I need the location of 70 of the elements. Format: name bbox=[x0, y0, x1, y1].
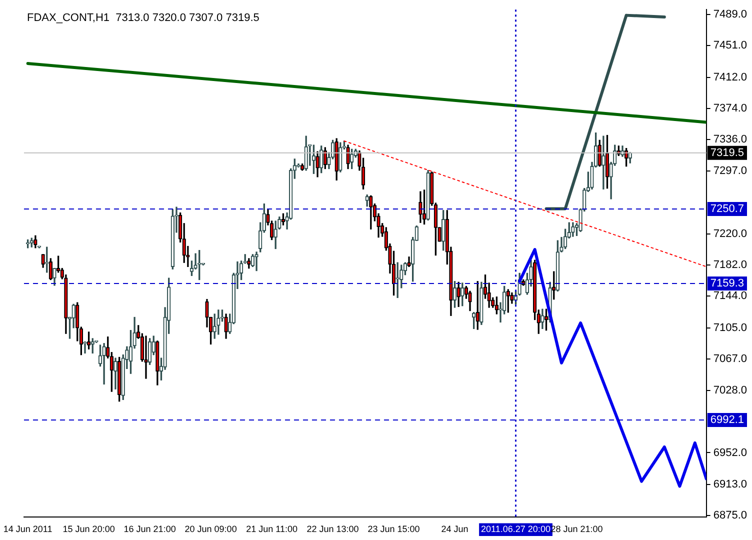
candlestick bbox=[117, 356, 122, 402]
candlestick bbox=[426, 170, 430, 220]
ref-line-label: 7250.7 bbox=[710, 203, 744, 215]
candlestick bbox=[369, 195, 373, 230]
candlestick bbox=[456, 282, 460, 307]
y-tick-label: 7105.0 bbox=[713, 322, 748, 334]
candlestick bbox=[247, 258, 251, 269]
candlestick bbox=[365, 194, 369, 207]
y-tick-label: 6952.0 bbox=[713, 446, 748, 459]
candlestick bbox=[346, 144, 350, 170]
candlestick bbox=[418, 191, 422, 223]
y-tick-label: 6875.0 bbox=[713, 510, 748, 522]
chart-title: FDAX_CONT,H1 7313.0 7320.0 7307.0 7319.5 bbox=[27, 12, 260, 24]
candlestick bbox=[544, 308, 548, 331]
x-tick-label: 23 Jun 15:00 bbox=[368, 524, 420, 534]
candlestick bbox=[148, 338, 152, 365]
y-tick-label: 7412.0 bbox=[713, 71, 748, 84]
y-tick-label: 7451.0 bbox=[713, 40, 748, 52]
ref-line-label: 7319.5 bbox=[710, 146, 744, 159]
candlestick bbox=[452, 281, 457, 308]
x-tick-label: 24 Jun bbox=[441, 524, 468, 534]
y-tick-label: 7182.0 bbox=[713, 259, 748, 272]
candlestick bbox=[37, 246, 42, 248]
y-tick-label: 7220.0 bbox=[713, 228, 748, 240]
x-tick-label: 15 Jun 20:00 bbox=[62, 524, 115, 534]
candlestick bbox=[300, 164, 304, 171]
candlestick bbox=[441, 210, 446, 251]
x-tick-label: 16 Jun 21:00 bbox=[124, 524, 176, 534]
y-tick-label: 6913.0 bbox=[713, 478, 748, 491]
x-tick-label: 14 Jun 2011 bbox=[3, 524, 52, 534]
candlestick bbox=[156, 340, 160, 386]
candlestick bbox=[72, 304, 76, 328]
ref-line-label: 6992.1 bbox=[710, 414, 744, 426]
ref-line-label: 7159.3 bbox=[710, 278, 744, 290]
candlestick bbox=[212, 314, 216, 339]
candlestick bbox=[86, 332, 91, 350]
candlestick bbox=[114, 358, 118, 390]
candlestick bbox=[407, 256, 411, 267]
candlestick bbox=[144, 336, 148, 379]
candlestick bbox=[224, 314, 228, 339]
candlestick bbox=[571, 222, 575, 237]
candlestick bbox=[102, 343, 106, 385]
candlestick bbox=[52, 268, 56, 286]
y-tick-label: 7336.0 bbox=[713, 133, 748, 146]
candlestick bbox=[296, 164, 300, 168]
x-tick-label: 2011.06.27 20:00 bbox=[481, 524, 550, 534]
candlestick bbox=[41, 254, 45, 268]
candlestick bbox=[30, 238, 34, 248]
x-tick-label: 20 Jun 09:00 bbox=[184, 524, 237, 534]
y-tick-label: 7144.0 bbox=[713, 290, 748, 302]
candlestick bbox=[460, 282, 464, 306]
candlestick bbox=[350, 148, 354, 170]
x-tick-label: 21 Jun 11:00 bbox=[246, 524, 298, 534]
candlestick bbox=[34, 235, 38, 248]
candlestick bbox=[250, 254, 255, 267]
candlestick bbox=[552, 271, 556, 300]
candlestick bbox=[602, 136, 606, 190]
candlestick bbox=[540, 308, 544, 330]
candlestick bbox=[316, 151, 320, 178]
y-tick-label: 7297.0 bbox=[713, 165, 748, 178]
candlestick bbox=[216, 310, 220, 335]
x-tick-label: 22 Jun 13:00 bbox=[306, 524, 359, 534]
candlestick bbox=[254, 252, 258, 272]
y-tick-label: 7489.0 bbox=[713, 8, 748, 21]
candlestick bbox=[170, 209, 174, 270]
y-tick-label: 7374.0 bbox=[713, 102, 748, 114]
y-tick-label: 7067.0 bbox=[713, 352, 748, 365]
y-tick-label: 7028.0 bbox=[713, 384, 748, 397]
candlestick bbox=[83, 341, 87, 354]
candlestick bbox=[480, 282, 484, 325]
